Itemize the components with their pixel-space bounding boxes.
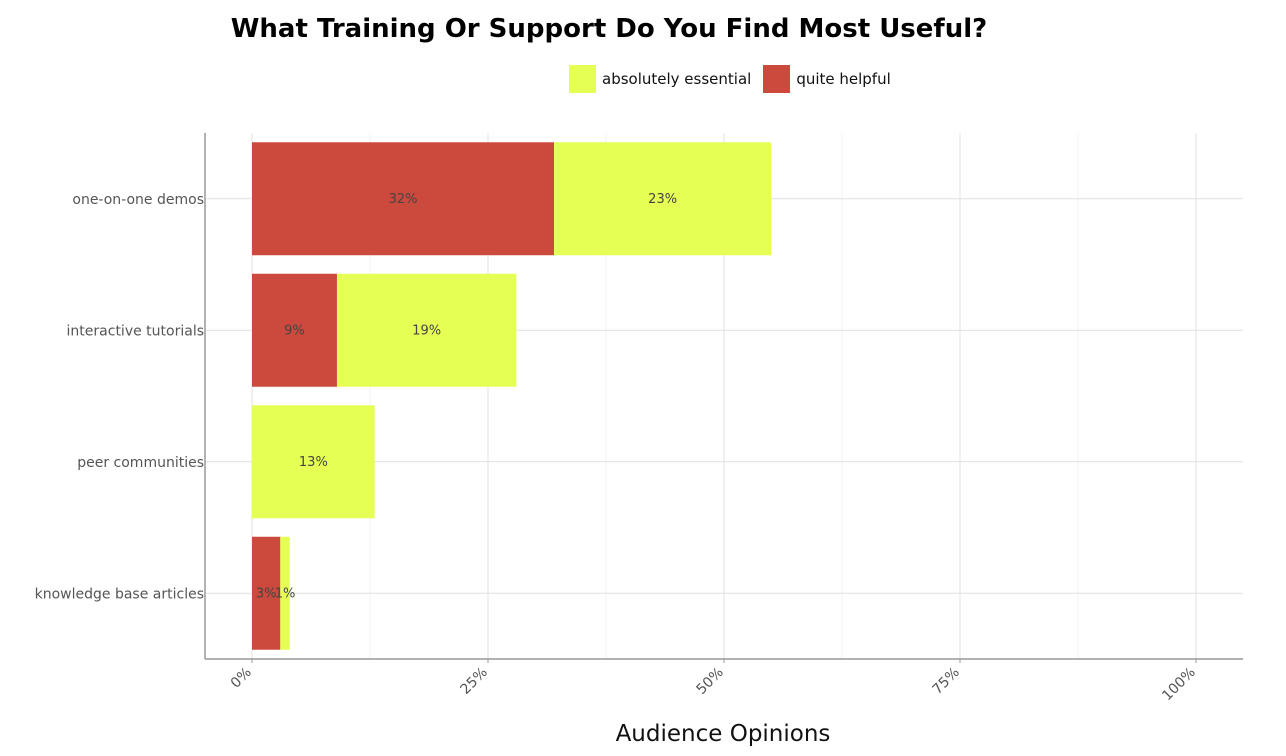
bar-value-label: 3% [256, 586, 277, 601]
bar-absolutely-essential [280, 536, 290, 650]
x-axis-label: Audience Opinions [616, 721, 831, 747]
legend-swatch-quite-helpful [763, 65, 791, 93]
y-tick-label: peer communities [77, 455, 204, 471]
bar-value-label: 32% [389, 192, 418, 207]
bar-absolutely-essential [554, 142, 772, 256]
x-tick-label: 100% [1159, 665, 1199, 705]
bar-value-label: 1% [275, 586, 296, 601]
bar-value-label: 9% [284, 323, 305, 338]
bar-absolutely-essential [336, 273, 517, 387]
legend-label-absolutely-essential: absolutely essential [602, 70, 752, 88]
x-tick-label: 0% [228, 665, 255, 692]
x-tick-label: 25% [458, 665, 491, 698]
y-tick-label: one-on-one demos [72, 192, 204, 208]
bar-value-label: 13% [299, 455, 328, 470]
bar-quite-helpful [252, 536, 281, 650]
x-tick-label: 50% [694, 665, 727, 698]
bar-quite-helpful [252, 273, 337, 387]
legend-item-quite-helpful: quite helpful [763, 65, 891, 93]
bar-value-label: 19% [412, 323, 441, 338]
bar-quite-helpful [252, 142, 555, 256]
legend: absolutely essential quite helpful [569, 64, 903, 94]
x-tick-label: 75% [930, 665, 963, 698]
legend-item-absolutely-essential: absolutely essential [569, 65, 751, 93]
y-tick-label: knowledge base articles [35, 586, 204, 602]
bar-absolutely-essential [252, 405, 375, 519]
legend-swatch-absolutely-essential [569, 65, 596, 93]
y-tick-label: interactive tutorials [67, 323, 204, 339]
bars: 32% 23% 9% 19% 13% 3%1% [252, 142, 772, 650]
legend-label-quite-helpful: quite helpful [796, 70, 891, 88]
bar-value-label: 23% [648, 192, 677, 207]
chart-title: What Training Or Support Do You Find Mos… [230, 14, 988, 44]
